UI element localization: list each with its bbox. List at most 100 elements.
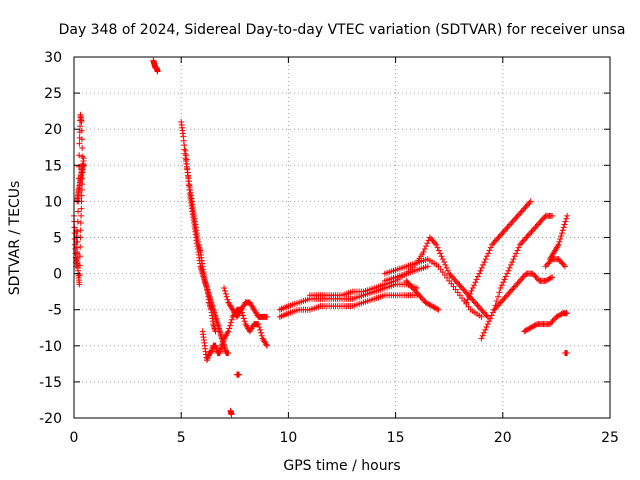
data-point: [484, 313, 491, 320]
data-point: [518, 276, 525, 283]
data-points: [71, 57, 571, 418]
series-trough-6-9h: [199, 306, 270, 364]
data-point: [482, 311, 489, 318]
data-point: [482, 256, 489, 263]
data-point: [558, 230, 565, 237]
data-point: [507, 221, 514, 228]
series-late-low: [521, 310, 571, 335]
data-point: [457, 283, 464, 290]
data-point: [422, 299, 429, 306]
data-point: [520, 273, 527, 280]
data-point: [488, 312, 495, 319]
data-point: [538, 217, 545, 224]
y-axis-label: SDTVAR / TECUs: [7, 181, 23, 296]
data-point: [510, 256, 517, 263]
data-point: [486, 247, 493, 254]
data-point: [73, 244, 80, 251]
x-tick-label: 20: [494, 430, 512, 446]
data-point: [430, 303, 437, 310]
data-point: [79, 144, 86, 151]
data-point: [509, 259, 516, 266]
data-point: [558, 259, 565, 266]
data-point: [76, 262, 83, 269]
data-point: [424, 240, 431, 247]
data-point: [511, 283, 518, 290]
data-point: [452, 277, 459, 284]
data-point: [495, 302, 502, 309]
data-point: [525, 231, 532, 238]
data-point: [478, 306, 485, 313]
data-point: [540, 215, 547, 222]
data-point: [490, 240, 497, 247]
data-point: [497, 299, 504, 306]
data-point: [564, 350, 571, 357]
data-point: [476, 270, 483, 277]
data-point: [504, 292, 511, 299]
data-point: [411, 286, 418, 293]
data-point: [495, 234, 502, 241]
data-point: [522, 327, 529, 334]
data-point: [550, 316, 557, 323]
data-point: [443, 264, 450, 271]
data-point: [76, 140, 83, 147]
data-point: [502, 273, 509, 280]
data-point: [504, 224, 511, 231]
data-point: [558, 233, 565, 240]
data-point: [507, 261, 514, 268]
data-point: [529, 270, 536, 277]
data-point: [520, 237, 527, 244]
data-point: [496, 289, 503, 296]
data-point: [555, 241, 562, 248]
data-point: [549, 318, 556, 325]
data-point: [511, 253, 518, 260]
data-point: [263, 341, 270, 348]
data-point: [478, 264, 485, 271]
data-point: [222, 290, 229, 297]
data-point: [435, 247, 442, 254]
data-point: [77, 220, 84, 227]
y-tick-label: 0: [53, 267, 62, 283]
data-point: [528, 324, 535, 331]
data-point: [480, 261, 487, 268]
data-point: [461, 287, 468, 294]
data-point: [519, 207, 526, 214]
data-point: [446, 270, 453, 277]
data-point: [541, 214, 548, 221]
data-point: [427, 302, 434, 309]
data-point: [492, 237, 499, 244]
data-point: [256, 324, 263, 331]
data-point: [498, 282, 505, 289]
data-point: [77, 123, 84, 130]
data-point: [154, 68, 161, 75]
data-point: [559, 260, 566, 267]
data-point: [510, 217, 517, 224]
data-point: [518, 240, 525, 247]
data-point: [554, 313, 561, 320]
data-point: [521, 328, 528, 335]
data-point: [483, 253, 490, 260]
data-point: [525, 201, 532, 208]
data-point: [226, 325, 233, 332]
data-point: [555, 256, 562, 263]
data-point: [514, 280, 521, 287]
data-point: [508, 220, 515, 227]
y-tick-label: 10: [44, 194, 62, 210]
data-point: [414, 290, 421, 297]
data-point: [500, 279, 507, 286]
data-point: [545, 260, 552, 267]
data-point: [78, 118, 85, 125]
data-point: [545, 276, 552, 283]
x-tick-label: 15: [387, 430, 405, 446]
data-point: [522, 272, 529, 279]
data-point: [263, 313, 270, 320]
data-point: [534, 276, 541, 283]
data-point: [556, 257, 563, 264]
data-point: [542, 277, 549, 284]
data-point: [78, 127, 85, 134]
data-point: [519, 238, 526, 245]
data-point: [447, 272, 454, 279]
data-point: [474, 273, 481, 280]
data-point: [547, 257, 554, 264]
